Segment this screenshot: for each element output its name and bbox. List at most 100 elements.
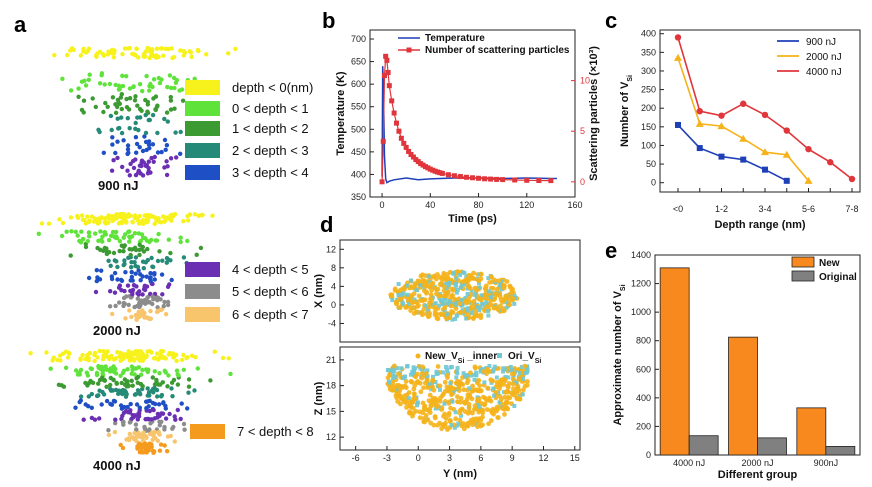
scatter-point-bottom <box>523 371 528 376</box>
depth-point <box>119 288 124 293</box>
depth-point <box>118 442 123 448</box>
depth-point <box>120 83 126 89</box>
depth-point <box>168 98 174 103</box>
depth-point <box>141 160 146 165</box>
depth-point <box>152 154 157 160</box>
scatter-point-top <box>438 298 443 303</box>
scatter-point-bottom <box>459 406 465 412</box>
depth-point <box>130 220 135 225</box>
depth-point <box>87 234 92 239</box>
depth-point <box>127 96 133 101</box>
depth-point <box>108 113 114 119</box>
depth-point <box>103 216 108 221</box>
scatter-point-bottom <box>425 417 431 423</box>
depth-point <box>185 355 190 360</box>
depth-point <box>151 96 156 101</box>
scatter-point-bottom <box>494 382 500 388</box>
scatter-point-top <box>453 316 458 321</box>
depth-point <box>119 380 124 386</box>
scatter-point-top <box>429 287 435 293</box>
depth-point <box>68 48 73 53</box>
plot-frame-top <box>339 239 581 343</box>
depth-point <box>93 231 98 236</box>
scatter-point-top <box>451 301 456 306</box>
scatter-point-bottom <box>449 423 454 428</box>
legend-swatch <box>185 80 220 95</box>
depth-point <box>146 142 152 147</box>
scatter-point-bottom <box>519 365 524 370</box>
depth-point <box>166 373 171 378</box>
scatter-point-bottom <box>494 375 499 380</box>
legend-label: 1 < depth < 2 <box>232 121 309 136</box>
depth-point <box>113 303 118 309</box>
depth-point <box>145 399 150 404</box>
x-tick-label: 80 <box>474 200 484 210</box>
depth-point <box>226 356 231 361</box>
depth-point <box>165 434 171 439</box>
depth-point <box>145 445 150 450</box>
x-tick-label: 3-4 <box>758 204 771 214</box>
depth-point <box>129 265 134 270</box>
depth-point <box>153 107 158 113</box>
scatter-point-top <box>426 304 432 310</box>
depth-point <box>86 219 92 225</box>
depth-point <box>185 238 190 244</box>
scatter-point-bottom <box>510 391 516 397</box>
scatter-point-bottom <box>390 369 395 374</box>
scatter-point-bottom <box>430 374 435 379</box>
x-tick-label: 160 <box>567 200 582 210</box>
series-line-900nj <box>677 124 788 182</box>
depth-point <box>83 83 89 88</box>
depth-point <box>114 259 119 264</box>
depth-point <box>147 316 152 322</box>
scatter-point-top <box>454 302 459 307</box>
scatter-point-top <box>411 291 417 297</box>
scatter-point-bottom <box>455 423 460 428</box>
scatter-point-bottom <box>448 365 453 370</box>
depth-point <box>186 390 191 395</box>
depth-point <box>143 367 149 372</box>
scatter-point-bottom <box>487 363 492 368</box>
scatter-point-bottom <box>396 382 401 388</box>
scatter-point-bottom <box>413 380 419 386</box>
depth-point <box>138 272 143 277</box>
scatter-point-bottom <box>391 363 397 369</box>
depth-point <box>186 384 192 389</box>
scatter-point-top <box>458 309 464 315</box>
scatter-point-top <box>470 275 476 281</box>
scatter-point-top <box>414 287 419 292</box>
scatter-point-bottom <box>445 373 450 378</box>
bar-new <box>728 336 758 456</box>
depth-point <box>107 304 113 309</box>
scatter-point-top <box>492 277 498 283</box>
scatter-point-bottom <box>443 365 448 370</box>
depth-point <box>99 402 104 407</box>
depth-point <box>138 238 144 244</box>
y-tick-label: 100 <box>641 140 656 150</box>
depth-point <box>189 353 195 358</box>
scatter-point-top <box>418 273 424 279</box>
depth-point <box>110 218 115 224</box>
depth-point <box>102 82 107 87</box>
depth-point <box>159 411 164 416</box>
scatter-point-top <box>485 301 490 306</box>
scatter-point-top <box>507 283 513 289</box>
data-point-scattering <box>512 177 518 183</box>
depth-point <box>157 80 163 86</box>
y-tick-label: 12 <box>326 244 336 254</box>
scatter-point-bottom <box>392 374 397 379</box>
scatter-point-bottom <box>399 366 404 371</box>
scatter-point-bottom <box>472 372 477 377</box>
legend-swatch <box>185 165 220 180</box>
data-point-scattering <box>524 177 530 183</box>
x-axis-label: Different group <box>718 469 798 481</box>
scatter-point-bottom <box>455 399 460 405</box>
depth-point <box>111 369 117 375</box>
scatter-point-bottom <box>484 407 490 412</box>
scatter-point-bottom <box>445 368 450 373</box>
scatter-point-top <box>478 315 484 321</box>
legend-marker-scattering <box>406 47 412 53</box>
depth-point <box>148 308 153 314</box>
scatter-point-top <box>470 315 476 321</box>
depth-point <box>169 46 174 51</box>
